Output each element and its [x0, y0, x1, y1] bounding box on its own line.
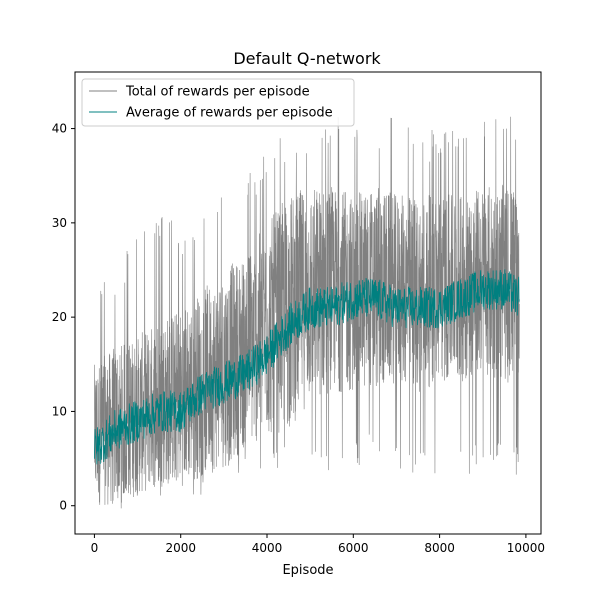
x-tick-label: 6000 — [338, 541, 369, 555]
series-layer — [94, 116, 520, 509]
y-tick-label: 10 — [52, 404, 67, 418]
x-tick-label: 0 — [91, 541, 99, 555]
y-tick-label: 0 — [59, 499, 67, 513]
series-average-rewards-line — [94, 269, 520, 465]
y-tick-label: 20 — [52, 310, 67, 324]
chart-title: Default Q-network — [233, 49, 381, 68]
legend-label: Average of rewards per episode — [126, 106, 333, 121]
x-axis-label: Episode — [282, 563, 333, 578]
legend: Total of rewards per episode Average of r… — [81, 78, 355, 127]
x-tick-label: 2000 — [165, 541, 196, 555]
x-tick-label: 8000 — [424, 541, 455, 555]
legend-label: Total of rewards per episode — [125, 85, 310, 100]
y-tick-label: 30 — [52, 216, 67, 230]
series-total-rewards-line — [94, 116, 520, 509]
x-tick-label: 10000 — [507, 541, 545, 555]
legend-box — [81, 78, 355, 127]
x-tick-label: 4000 — [252, 541, 283, 555]
y-tick-label: 40 — [52, 122, 67, 136]
plot-frame — [74, 71, 542, 535]
y-axis: 0 10 20 30 40 — [52, 122, 75, 513]
x-axis: 0 2000 4000 6000 8000 10000 — [91, 534, 545, 555]
